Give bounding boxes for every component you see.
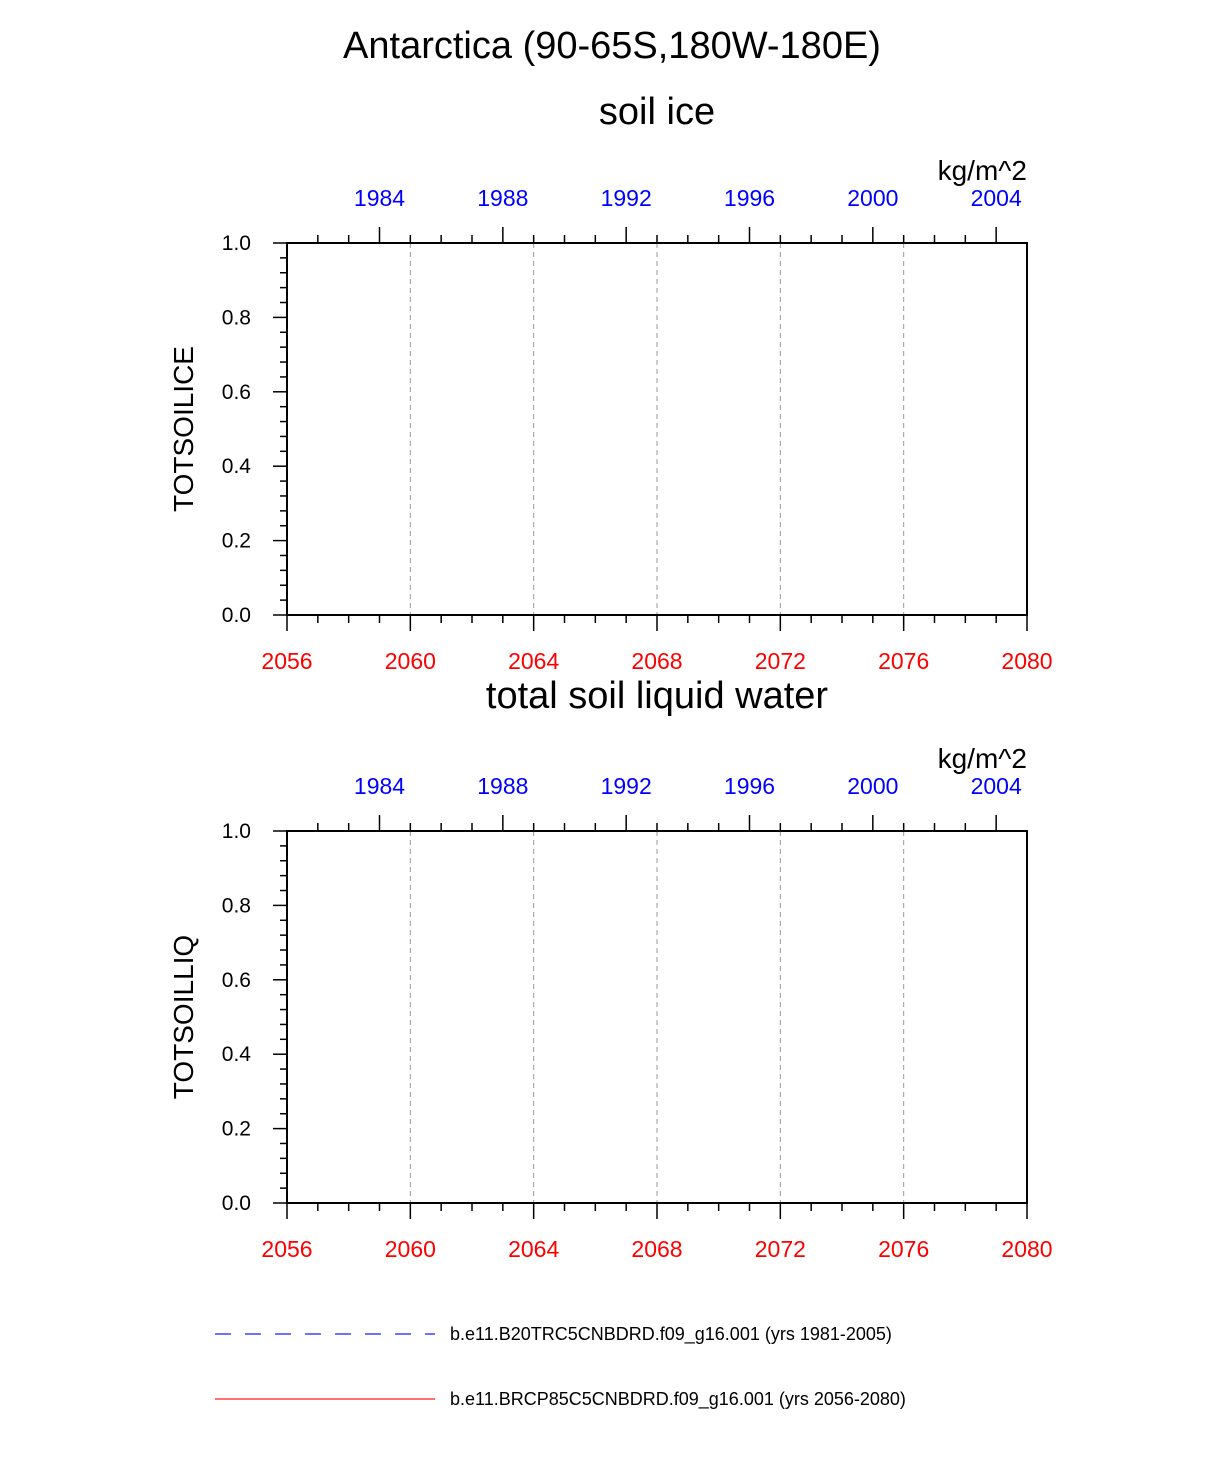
legend-label-historical: b.e11.B20TRC5CNBDRD.f09_g16.001 (yrs 198…: [450, 1324, 892, 1345]
chart-panel-soil-ice: soil ice kg/m^2 TOTSOILICE 0.0 0.2 0.4 0.6 0.8 1…: [168, 91, 1053, 674]
x-bottom-tick-label: 2060: [385, 1236, 436, 1262]
chart-title: total soil liquid water: [486, 675, 829, 717]
x-bottom-tick-label: 2056: [261, 1236, 312, 1262]
figure-title: Antarctica (90-65S,180W-180E): [343, 25, 881, 67]
x-top-tick-label: 1988: [477, 773, 528, 799]
y-tick-label: 0.0: [222, 1192, 251, 1215]
x-bottom-tick-label: 2060: [385, 648, 436, 674]
x-bottom-tick-label: 2068: [631, 648, 682, 674]
y-tick-label: 0.6: [222, 969, 251, 992]
x-bottom-tick-label: 2076: [878, 1236, 929, 1262]
x-bottom-tick-label: 2072: [755, 648, 806, 674]
x-top-tick-label: 1984: [354, 773, 405, 799]
y-tick-label: 0.4: [222, 455, 252, 478]
y-tick-label: 1.0: [222, 820, 251, 843]
legend: b.e11.B20TRC5CNBDRD.f09_g16.001 (yrs 198…: [215, 1324, 906, 1410]
chart-title: soil ice: [599, 91, 715, 133]
x-bottom-tick-label: 2056: [261, 648, 312, 674]
x-top-tick-label: 1984: [354, 185, 405, 211]
x-bottom-tick-label: 2072: [755, 1236, 806, 1262]
x-bottom-tick-label: 2080: [1001, 648, 1052, 674]
x-top-tick-label: 1992: [601, 185, 652, 211]
y-axis-label: TOTSOILICE: [168, 346, 199, 512]
y-axis-label: TOTSOILLIQ: [168, 935, 199, 1099]
units-label: kg/m^2: [938, 155, 1027, 186]
x-bottom-tick-label: 2068: [631, 1236, 682, 1262]
y-tick-label: 0.0: [222, 604, 251, 627]
x-bottom-tick-label: 2080: [1001, 1236, 1052, 1262]
y-tick-label: 0.8: [222, 894, 251, 917]
x-top-tick-label: 1996: [724, 773, 775, 799]
x-top-tick-label: 1988: [477, 185, 528, 211]
x-top-tick-label: 1992: [601, 773, 652, 799]
y-tick-label: 1.0: [222, 232, 251, 255]
x-top-tick-label: 2000: [847, 773, 898, 799]
x-bottom-tick-label: 2064: [508, 1236, 559, 1262]
x-bottom-tick-label: 2076: [878, 648, 929, 674]
y-tick-label: 0.6: [222, 381, 251, 404]
x-top-tick-label: 2004: [971, 185, 1022, 211]
chart-panel-soil-liquid-water: total soil liquid water kg/m^2 TOTSOILLIQ 0…: [168, 675, 1053, 1262]
x-top-tick-label: 1996: [724, 185, 775, 211]
y-tick-label: 0.2: [222, 530, 251, 553]
legend-label-future: b.e11.BRCP85C5CNBDRD.f09_g16.001 (yrs 20…: [450, 1389, 906, 1410]
x-top-tick-label: 2004: [971, 773, 1022, 799]
y-tick-label: 0.4: [222, 1043, 252, 1066]
x-bottom-tick-label: 2064: [508, 648, 559, 674]
y-tick-label: 0.2: [222, 1118, 251, 1141]
x-top-tick-label: 2000: [847, 185, 898, 211]
units-label: kg/m^2: [938, 743, 1027, 774]
y-tick-label: 0.8: [222, 306, 251, 329]
